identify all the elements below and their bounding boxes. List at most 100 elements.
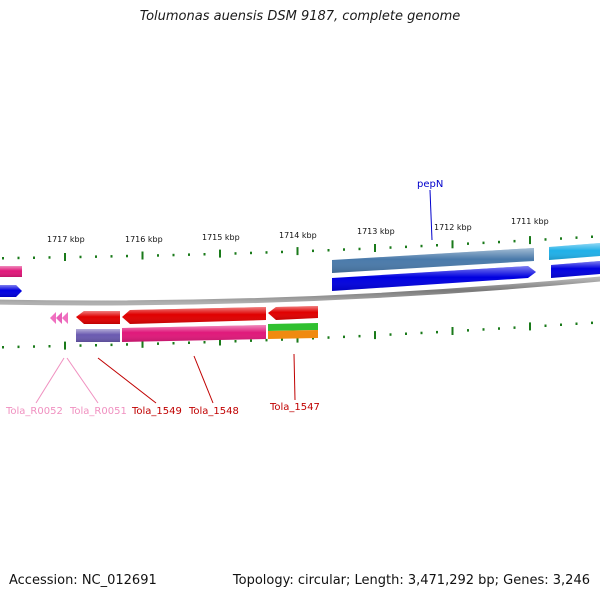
minor-tick [265,338,268,342]
scale-label: 1716 kbp [125,235,163,244]
gene-label-Tola_1549[interactable]: Tola_1549 [131,406,182,417]
leader-line [429,189,433,241]
forward-strand-features [0,243,600,297]
leader-line [293,353,296,401]
minor-tick [281,338,283,341]
inner-tick-row [2,321,593,350]
minor-tick [48,256,51,259]
scale-label: 1713 kbp [357,227,395,236]
gene-feature[interactable] [268,323,318,331]
map-title: Tolumonas auensis DSM 9187, complete gen… [139,9,461,24]
gene-shade [549,243,600,260]
minor-tick [188,253,190,256]
major-tick [219,249,221,258]
label-leader-lines [35,189,433,404]
accession-text: Accession: NC_012691 [9,573,157,588]
gene-label-Tola_1548[interactable]: Tola_1548 [188,406,239,417]
minor-tick [575,322,578,325]
minor-tick [405,332,407,335]
gene-feature[interactable] [268,330,318,339]
major-tick [219,337,221,346]
scale-label: 1711 kbp [511,217,549,226]
minor-tick [544,238,547,241]
minor-tick [33,256,35,259]
minor-tick [172,342,175,345]
gene-shade [551,261,600,278]
major-tick [64,341,66,350]
gene-shade [122,307,266,324]
gene-shade [76,329,120,342]
minor-tick [420,244,423,248]
minor-tick [312,249,314,253]
minor-tick [110,343,113,347]
minor-tick [405,245,407,249]
minor-tick [482,241,485,245]
genome-backbone [0,276,600,306]
minor-tick [265,251,268,254]
reverse-strand-features [50,306,318,342]
leader-line [66,357,99,404]
trna-feature[interactable] [62,312,68,324]
scale-labels: 1717 kbp 1716 kbp 1715 kbp 1714 kbp 1713… [47,217,549,244]
minor-tick [157,254,159,257]
scale-label: 1715 kbp [202,233,240,242]
outer-tick-row [2,235,593,261]
genome-summary-text: Topology: circular; Length: 3,471,292 bp… [232,573,590,588]
major-tick [296,247,299,256]
minor-tick [250,339,252,342]
minor-tick [203,341,206,344]
gene-shade [268,306,318,320]
major-tick [141,339,144,348]
scale-label: 1712 kbp [434,223,472,232]
gene-label-pepN[interactable]: pepN [417,179,443,190]
minor-tick [436,330,438,334]
major-tick [451,240,454,249]
gene-shade [122,325,266,342]
minor-tick [436,244,438,247]
minor-tick [17,256,20,260]
minor-tick [79,255,82,259]
minor-tick [234,252,237,255]
minor-tick [327,336,330,339]
minor-tick [560,237,562,240]
gene-shade [332,266,536,291]
minor-tick [33,345,35,348]
major-tick [529,322,531,331]
gene-shade [0,266,22,277]
minor-tick [467,329,469,332]
minor-tick [513,326,516,329]
gene-shade [0,285,22,297]
gene-label-Tola_R0051[interactable]: Tola_R0051 [69,406,127,417]
minor-tick [591,321,593,325]
minor-tick [312,337,314,340]
major-tick [374,331,376,340]
gene-label-Tola_R0052[interactable]: Tola_R0052 [5,406,63,417]
major-tick [141,251,144,260]
major-tick [296,334,299,343]
minor-tick [498,327,500,330]
minor-tick [591,235,593,238]
gene-labels: Tola_R0052 Tola_R0051 Tola_1549 Tola_154… [5,179,443,417]
minor-tick [498,240,500,244]
minor-tick [203,253,206,256]
leader-line [35,357,65,404]
minor-tick [95,344,97,347]
minor-tick [327,249,330,252]
minor-tick [157,342,159,345]
minor-tick [79,344,82,347]
minor-tick [389,333,392,336]
gene-shade [76,311,120,324]
trna-feature[interactable] [50,312,56,324]
minor-tick [575,236,578,239]
leader-line [193,355,214,404]
minor-tick [95,255,97,258]
minor-tick [420,331,423,335]
minor-tick [389,246,392,249]
minor-tick [48,345,51,348]
minor-tick [126,254,128,258]
gene-label-Tola_1547[interactable]: Tola_1547 [269,402,320,413]
minor-tick [250,251,252,255]
minor-tick [343,248,345,251]
trna-feature[interactable] [56,312,62,324]
major-tick [451,327,454,335]
